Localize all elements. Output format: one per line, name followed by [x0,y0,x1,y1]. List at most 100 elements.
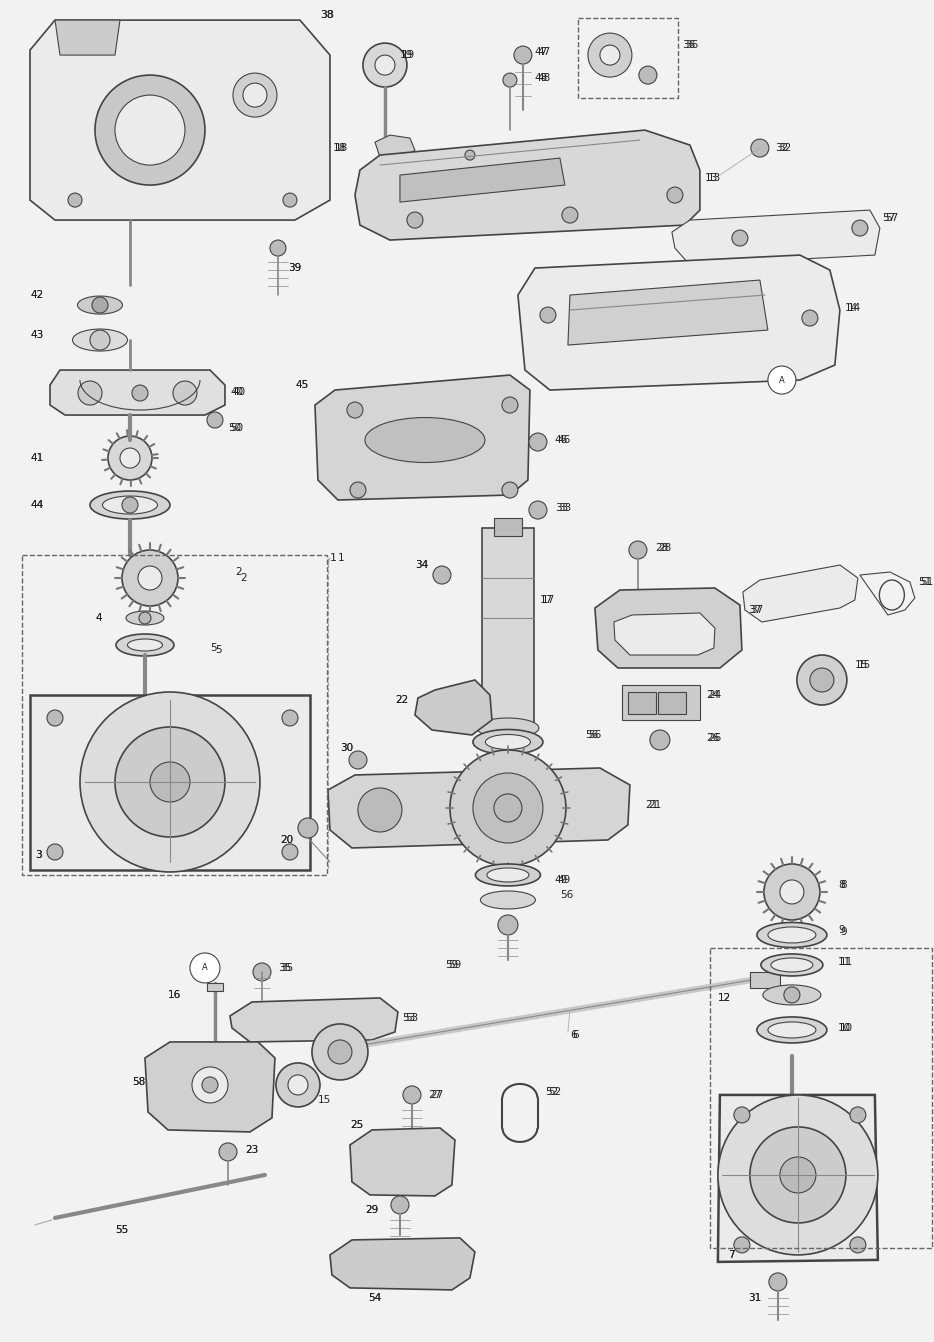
Text: 22: 22 [395,695,408,705]
Text: 36: 36 [682,40,695,50]
Text: 33: 33 [558,503,572,513]
Text: 8: 8 [840,880,846,890]
Text: 37: 37 [750,605,763,615]
Circle shape [90,330,110,350]
Text: 15: 15 [318,1095,332,1104]
Polygon shape [230,998,398,1041]
Circle shape [350,482,366,498]
Text: 15: 15 [855,660,868,670]
Text: 38: 38 [320,11,334,20]
Circle shape [108,436,152,480]
Bar [628,692,656,714]
Text: 34: 34 [415,560,428,570]
Ellipse shape [761,954,823,976]
Circle shape [115,727,225,837]
Bar [494,518,522,535]
Circle shape [562,207,578,223]
Text: 20: 20 [280,835,293,845]
Circle shape [92,297,108,313]
Text: 32: 32 [775,144,788,153]
Circle shape [68,193,82,207]
Ellipse shape [90,491,170,519]
Text: 35: 35 [280,964,293,973]
Circle shape [219,1143,237,1161]
Circle shape [122,497,138,513]
Circle shape [358,788,402,832]
Polygon shape [328,768,630,848]
Text: 50: 50 [230,423,243,433]
Ellipse shape [757,1017,827,1043]
Circle shape [629,541,647,560]
Text: 24: 24 [706,690,719,701]
Ellipse shape [477,718,539,738]
Circle shape [587,34,632,76]
Circle shape [502,482,518,498]
Circle shape [784,986,800,1002]
Text: 49: 49 [558,875,572,884]
Circle shape [282,710,298,726]
Text: 33: 33 [555,503,568,513]
Text: 43: 43 [30,330,43,340]
Circle shape [502,72,517,87]
Text: 51: 51 [918,577,931,586]
Circle shape [600,46,620,66]
Polygon shape [568,280,768,345]
Text: 30: 30 [340,743,353,753]
Polygon shape [55,20,120,55]
Text: 49: 49 [555,875,568,884]
Text: 19: 19 [400,50,413,60]
Text: 34: 34 [415,560,428,570]
Text: 59: 59 [448,960,461,970]
Circle shape [312,1024,368,1080]
Ellipse shape [486,734,531,749]
Circle shape [78,381,102,405]
Text: 28: 28 [655,544,668,553]
Polygon shape [350,1127,455,1196]
Text: 10: 10 [840,1023,853,1033]
Text: 30: 30 [340,743,353,753]
Text: 53: 53 [402,1013,416,1023]
Text: 57: 57 [882,213,895,223]
Circle shape [852,220,868,236]
Text: 20: 20 [280,835,293,845]
Circle shape [173,381,197,405]
Ellipse shape [78,297,122,314]
Circle shape [132,385,148,401]
Circle shape [207,412,223,428]
Text: 15: 15 [857,660,871,670]
Text: 53: 53 [405,1013,418,1023]
Bar [622,684,700,721]
Circle shape [465,150,474,160]
Ellipse shape [475,864,541,886]
Polygon shape [743,565,857,621]
Circle shape [494,794,522,823]
Circle shape [407,212,423,228]
Text: 17: 17 [540,595,553,605]
Circle shape [47,710,63,726]
Circle shape [347,403,363,419]
Text: 1: 1 [338,553,345,564]
Text: 7: 7 [728,1249,734,1260]
Text: 54: 54 [368,1292,381,1303]
Circle shape [650,730,670,750]
Circle shape [270,240,286,256]
Ellipse shape [480,891,535,909]
Ellipse shape [757,922,827,947]
Text: 59: 59 [445,960,459,970]
Circle shape [190,953,220,982]
Text: 11: 11 [840,957,853,968]
Circle shape [192,1067,228,1103]
Text: 1: 1 [330,553,337,564]
Text: 57: 57 [884,213,899,223]
Polygon shape [145,1041,275,1131]
Circle shape [450,750,566,866]
Ellipse shape [103,497,158,514]
Circle shape [769,1274,786,1291]
Bar [207,982,223,990]
Circle shape [750,1127,846,1223]
Text: 9: 9 [840,927,846,937]
Circle shape [403,1086,421,1104]
Circle shape [529,501,547,519]
Circle shape [498,915,518,935]
Text: 40: 40 [230,386,243,397]
